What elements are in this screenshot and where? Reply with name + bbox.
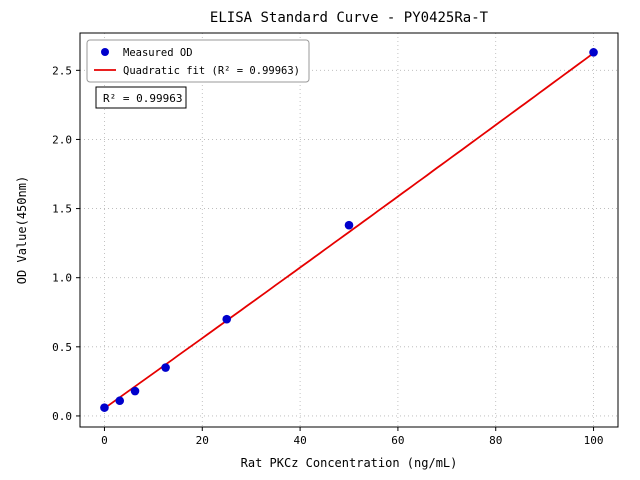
chart-title: ELISA Standard Curve - PY0425Ra-T bbox=[210, 10, 489, 26]
data-point bbox=[222, 314, 232, 324]
r-squared-annotation-text: R² = 0.99963 bbox=[103, 92, 182, 105]
data-point bbox=[589, 48, 598, 57]
y-tick-label: 0.5 bbox=[52, 341, 72, 354]
y-tick-label: 2.5 bbox=[52, 64, 72, 77]
x-tick-label: 60 bbox=[391, 434, 404, 447]
x-tick-label: 40 bbox=[293, 434, 306, 447]
data-point bbox=[100, 403, 109, 412]
y-axis-label: OD Value(450nm) bbox=[15, 176, 29, 284]
data-point bbox=[344, 220, 354, 230]
x-tick-label: 80 bbox=[489, 434, 502, 447]
legend: Measured OD Quadratic fit (R² = 0.99963) bbox=[86, 39, 310, 83]
data-point bbox=[130, 386, 140, 396]
legend-dot-marker bbox=[101, 48, 109, 56]
x-tick-label: 20 bbox=[196, 434, 209, 447]
data-point bbox=[161, 363, 170, 372]
legend-box bbox=[86, 39, 310, 83]
y-tick-label: 1.5 bbox=[52, 203, 72, 216]
axes-frame bbox=[79, 32, 619, 428]
x-tick-label: 0 bbox=[101, 434, 108, 447]
quadratic-fit-line bbox=[103, 52, 595, 410]
legend-label-fit: Quadratic fit (R² = 0.99963) bbox=[123, 65, 300, 77]
x-tick-label: 100 bbox=[584, 434, 604, 447]
y-tick-label: 0.0 bbox=[52, 410, 72, 423]
r-squared-annotation-box bbox=[95, 86, 187, 109]
legend-label-measured: Measured OD bbox=[123, 47, 193, 59]
x-axis-label: Rat PKCz Concentration (ng/mL) bbox=[241, 456, 458, 470]
data-point bbox=[115, 396, 125, 406]
y-tick-label: 1.0 bbox=[52, 272, 72, 285]
y-tick-label: 2.0 bbox=[52, 133, 72, 146]
